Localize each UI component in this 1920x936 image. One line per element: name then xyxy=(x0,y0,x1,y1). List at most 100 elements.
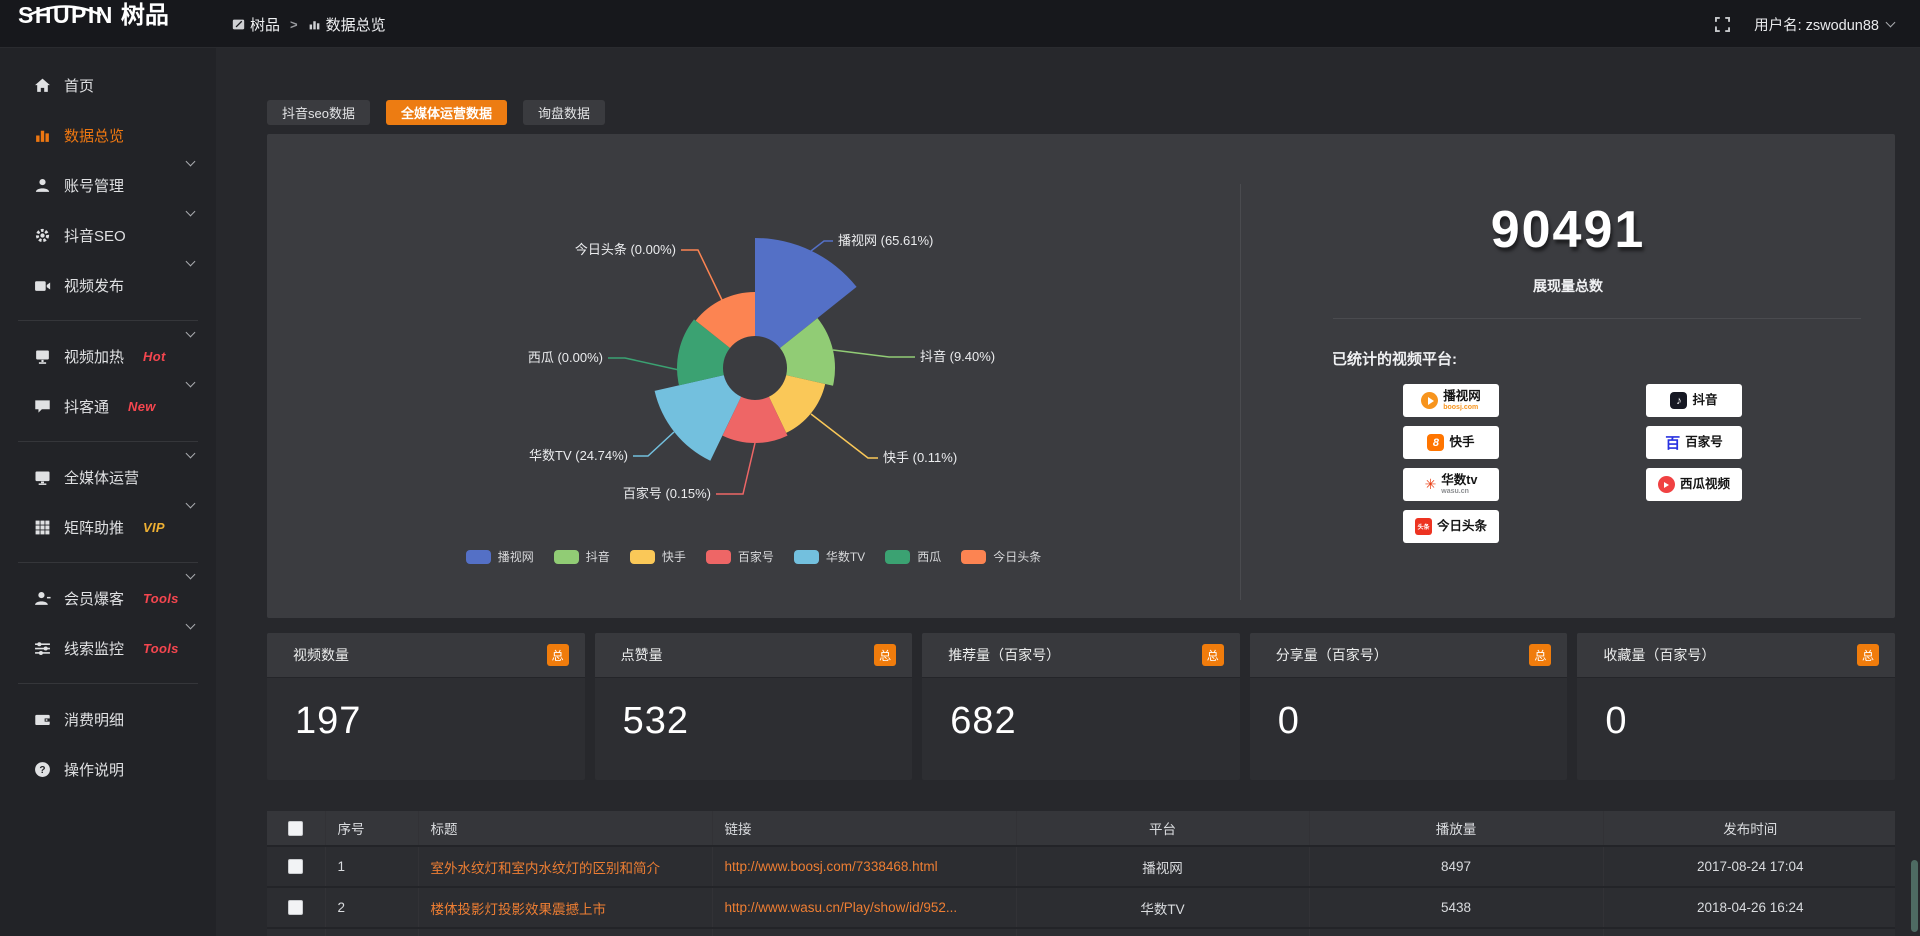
row-checkbox[interactable] xyxy=(288,900,304,916)
wasu-burst-icon: ✳ xyxy=(1424,476,1437,492)
stat-value: 532 xyxy=(622,700,689,742)
select-all-checkbox[interactable] xyxy=(288,820,304,836)
monitor-icon xyxy=(35,471,50,485)
stat-card-video-count: 视频数量总 197 xyxy=(267,633,585,780)
chevron-down-icon xyxy=(185,448,196,459)
platform-badge-baijiahao: 百 百家号 xyxy=(1646,426,1742,459)
video-title-link[interactable]: 室外水纹灯和室内水纹灯的区别和简介 xyxy=(430,860,661,876)
video-publish-icon xyxy=(35,280,51,291)
member-icon xyxy=(35,591,51,605)
platform-share-pie-chart: 播视网 (65.61%) 抖音 (9.40%) 快手 (0.11%) 百家号 (… xyxy=(267,134,1240,618)
platform-badge-xigua: 西瓜视频 xyxy=(1646,468,1742,501)
sidebar-item-home[interactable]: 首页 xyxy=(0,60,216,110)
row-checkbox[interactable] xyxy=(288,859,304,875)
stat-value: 0 xyxy=(1605,700,1628,742)
video-url-link[interactable]: http://www.wasu.cn/Play/show/id/952... xyxy=(724,900,958,915)
cell-time: 2017-08-24 17:04 xyxy=(1603,845,1895,887)
legend-swatch xyxy=(705,549,731,564)
legend-swatch xyxy=(961,549,987,564)
platform-badge-boshiwang: 播视网 boosj.com xyxy=(1403,384,1499,417)
pie-label-line xyxy=(608,357,680,371)
sliders-icon xyxy=(35,641,50,655)
username-dropdown[interactable]: 用户名: zswodun88 xyxy=(1754,14,1896,35)
stat-value: 197 xyxy=(295,700,362,742)
home-icon xyxy=(35,78,50,92)
cell-time: 2018-04-26 16:24 xyxy=(1603,886,1895,928)
pie-label-line xyxy=(716,442,756,495)
board-icon xyxy=(232,19,245,29)
pie-label-line xyxy=(633,431,675,457)
stat-value: 0 xyxy=(1277,700,1300,742)
heat-screen-icon xyxy=(36,350,49,364)
legend-item-washutv[interactable]: 华数TV xyxy=(793,548,865,565)
pie-label-xigua: 西瓜 (0.00%) xyxy=(528,350,603,365)
legend-swatch xyxy=(793,549,819,564)
sidebar-item-data-overview[interactable]: 数据总览 xyxy=(0,110,216,160)
sidebar-item-lead-monitor[interactable]: 线索监控 Tools xyxy=(0,619,216,673)
pie-label-toutiao: 今日头条 (0.00%) xyxy=(575,242,676,257)
sidebar-divider xyxy=(18,562,198,563)
col-header-time: 发布时间 xyxy=(1603,811,1895,846)
sidebar-item-doukertong[interactable]: 抖客通 New xyxy=(0,377,216,431)
tools-badge: Tools xyxy=(143,640,179,656)
legend-item-boshiwang[interactable]: 播视网 xyxy=(465,548,534,565)
legend-item-xigua[interactable]: 西瓜 xyxy=(885,548,941,565)
stat-cards-row: 视频数量总 197 点赞量总 532 推荐量（百家号）总 682 分享量（百家号… xyxy=(267,633,1895,780)
col-header-index: 序号 xyxy=(325,811,419,846)
tab-omnimedia-data[interactable]: 全媒体运营数据 xyxy=(385,100,507,125)
breadcrumb-separator: > xyxy=(290,16,298,32)
sidebar-item-member-burst[interactable]: 会员爆客 Tools xyxy=(0,569,216,623)
sidebar-item-instructions[interactable]: ? 操作说明 xyxy=(0,744,216,794)
sidebar-item-matrix-boost[interactable]: 矩阵助推 VIP xyxy=(0,498,216,552)
video-title-link[interactable]: 楼体投影灯投影效果震撼上市 xyxy=(430,901,607,917)
sidebar-item-video-heat[interactable]: 视频加热 Hot xyxy=(0,327,216,381)
videos-table: 序号 标题 链接 平台 播放量 发布时间 1 室外水纹灯和室内水纹灯的区别和简介… xyxy=(267,811,1895,936)
platform-badges-right: ♪ 抖音 百 百家号 西瓜视频 xyxy=(1646,384,1742,501)
sidebar-divider xyxy=(18,683,198,684)
legend-item-toutiao[interactable]: 今日头条 xyxy=(961,548,1041,565)
chevron-down-icon xyxy=(1885,17,1896,27)
bar-chart-icon xyxy=(309,20,319,29)
platform-badge-douyin: ♪ 抖音 xyxy=(1646,384,1742,417)
col-header-title: 标题 xyxy=(418,811,713,846)
fullscreen-icon[interactable] xyxy=(1715,16,1730,32)
platform-badge-washutv: ✳ 华数tv wasu.cn xyxy=(1403,468,1499,501)
user-icon xyxy=(35,178,50,192)
breadcrumb-current[interactable]: 数据总览 xyxy=(308,14,386,35)
pie-slice-boshiwang[interactable] xyxy=(755,238,857,348)
chevron-down-icon xyxy=(185,569,196,580)
legend-item-douyin[interactable]: 抖音 xyxy=(553,548,610,565)
tools-badge: Tools xyxy=(143,590,179,606)
pie-label-line xyxy=(832,349,915,358)
boosj-play-icon xyxy=(1421,392,1439,409)
platforms-title: 已统计的视频平台: xyxy=(1332,351,1457,368)
sidebar-item-spending-detail[interactable]: 消费明细 xyxy=(0,694,216,744)
sidebar-item-account-management[interactable]: 账号管理 xyxy=(0,156,216,210)
table-row: 1 室外水纹灯和室内水纹灯的区别和简介 http://www.boosj.com… xyxy=(267,845,1895,887)
legend-item-kuaishou[interactable]: 快手 xyxy=(629,548,686,565)
sidebar-item-douyin-seo[interactable]: 抖音SEO xyxy=(0,206,216,260)
impressions-summary: 90491 展现量总数 已统计的视频平台: 播视网 boosj.com 8 快手 … xyxy=(1241,134,1895,618)
pie-slice-baijiahao[interactable] xyxy=(722,396,788,444)
scrollbar-thumb[interactable] xyxy=(1911,860,1918,932)
total-badge: 总 xyxy=(546,644,569,666)
pie-slice-xigua[interactable] xyxy=(677,319,730,386)
video-url-link[interactable]: http://www.boosj.com/7338468.html xyxy=(724,859,938,874)
bar-chart-icon xyxy=(36,130,49,142)
sidebar-item-omnimedia-operation[interactable]: 全媒体运营 xyxy=(0,448,216,502)
pie-slice-douyin[interactable] xyxy=(780,318,835,386)
panel-divider xyxy=(1240,184,1241,600)
logo-text-cn: 树品 xyxy=(120,2,169,29)
pie-slice-washutv[interactable] xyxy=(654,375,742,461)
pie-slice-kuaishou[interactable] xyxy=(768,375,826,433)
app-logo: SHUPIN 树品 xyxy=(18,2,216,30)
chart-legend: 播视网 抖音 快手 百家号 华数TV 西瓜 今日头条 xyxy=(267,548,1240,565)
tab-douyin-seo-data[interactable]: 抖音seo数据 xyxy=(267,100,370,125)
sidebar-item-video-publish[interactable]: 视频发布 xyxy=(0,256,216,310)
legend-item-baijiahao[interactable]: 百家号 xyxy=(705,548,774,565)
hot-badge: Hot xyxy=(143,348,166,364)
tab-inquiry-data[interactable]: 询盘数据 xyxy=(522,100,605,125)
cell-plays: 5438 xyxy=(1309,886,1604,928)
breadcrumb-root[interactable]: 树品 xyxy=(232,14,280,35)
pie-slice-toutiao[interactable] xyxy=(695,292,755,348)
